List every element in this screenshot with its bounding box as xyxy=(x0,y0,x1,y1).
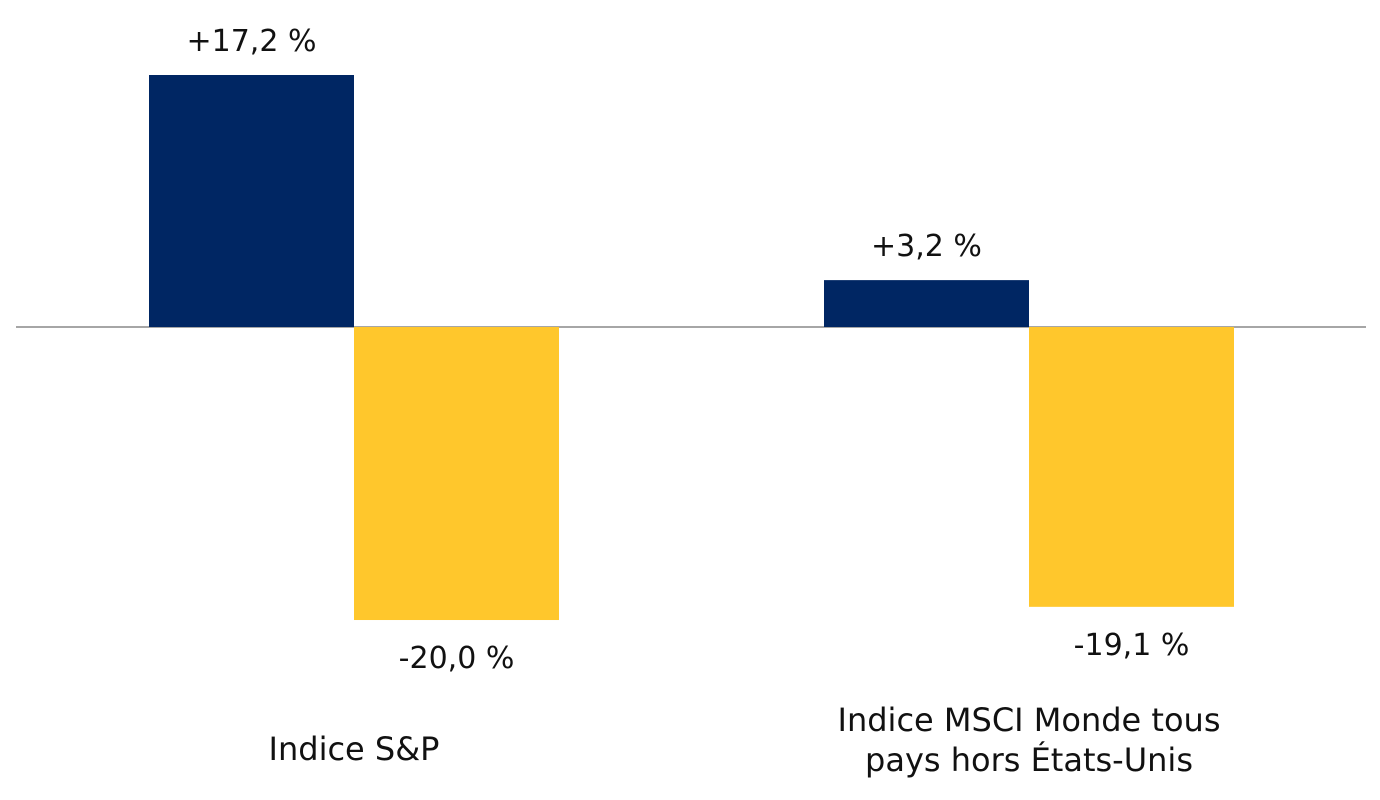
bars xyxy=(149,75,1234,621)
data-labels: +17,2 % +3,2 % -20,0 % -19,1 % xyxy=(187,24,1190,676)
bar-series-2-category-1 xyxy=(354,327,559,621)
data-label-series-2-category-1: -20,0 % xyxy=(399,641,515,676)
bar-series-1-category-1 xyxy=(149,75,354,327)
data-label-series-1-category-1: +17,2 % xyxy=(187,24,317,59)
bar-series-2-category-2 xyxy=(1029,327,1234,607)
bar-series-1-category-2 xyxy=(824,280,1029,327)
data-label-series-1-category-2: +3,2 % xyxy=(871,229,982,264)
data-label-series-2-category-2: -19,1 % xyxy=(1074,628,1190,663)
category-label-1: Indice S&P xyxy=(269,730,440,768)
category-label-2-line-2: pays hors États-Unis xyxy=(865,741,1193,779)
category-label-2-line-1: Indice MSCI Monde tous xyxy=(838,701,1221,739)
